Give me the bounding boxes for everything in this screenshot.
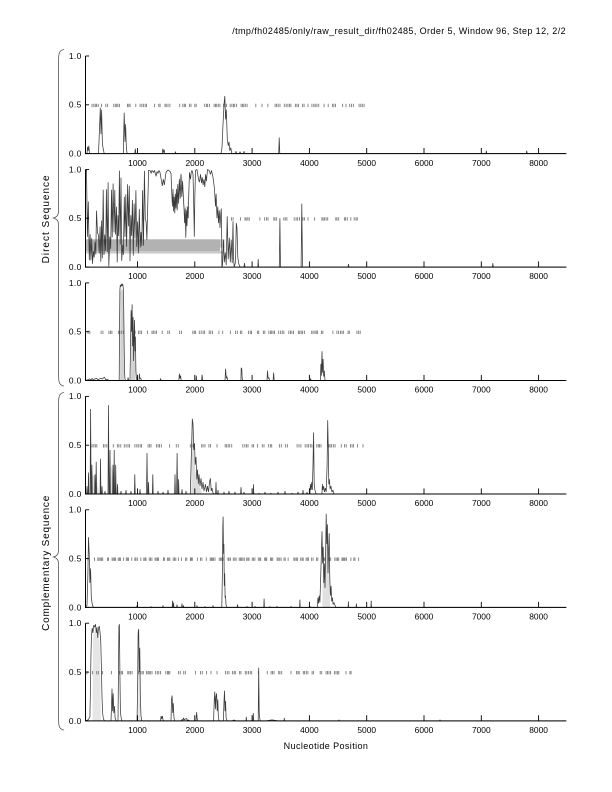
svg-text:1000: 1000 (128, 725, 147, 735)
svg-text:5000: 5000 (357, 271, 376, 281)
svg-text:4000: 4000 (300, 612, 319, 622)
svg-text:7000: 7000 (472, 498, 491, 508)
svg-text:1.0: 1.0 (69, 505, 82, 515)
svg-text:4000: 4000 (300, 158, 319, 168)
svg-text:8000: 8000 (529, 385, 548, 395)
svg-text:6000: 6000 (415, 158, 434, 168)
svg-text:5000: 5000 (357, 498, 376, 508)
svg-text:8000: 8000 (529, 725, 548, 735)
svg-text:8000: 8000 (529, 498, 548, 508)
svg-text:1.0: 1.0 (69, 618, 82, 628)
svg-text:3000: 3000 (243, 158, 262, 168)
svg-text:1.0: 1.0 (69, 164, 82, 174)
svg-text:2000: 2000 (185, 271, 204, 281)
svg-text:3000: 3000 (243, 271, 262, 281)
svg-text:3000: 3000 (243, 498, 262, 508)
svg-text:8000: 8000 (529, 271, 548, 281)
svg-text:5000: 5000 (357, 385, 376, 395)
svg-text:3000: 3000 (243, 725, 262, 735)
svg-text:0.5: 0.5 (69, 327, 82, 337)
svg-text:0.0: 0.0 (69, 489, 82, 499)
svg-text:0.5: 0.5 (69, 100, 82, 110)
svg-text:1.0: 1.0 (69, 51, 82, 61)
svg-text:5000: 5000 (357, 725, 376, 735)
svg-text:6000: 6000 (415, 385, 434, 395)
svg-text:7000: 7000 (472, 725, 491, 735)
svg-text:0.0: 0.0 (69, 375, 82, 385)
svg-text:3000: 3000 (243, 385, 262, 395)
svg-text:4000: 4000 (300, 271, 319, 281)
svg-text:0.0: 0.0 (69, 262, 82, 272)
svg-text:7000: 7000 (472, 271, 491, 281)
svg-text:/tmp/fh02485/only/raw_result_d: /tmp/fh02485/only/raw_result_dir/fh02485… (232, 26, 566, 36)
svg-text:1.0: 1.0 (69, 278, 82, 288)
svg-text:5000: 5000 (357, 158, 376, 168)
svg-text:2000: 2000 (185, 498, 204, 508)
svg-text:0.5: 0.5 (69, 554, 82, 564)
svg-text:2000: 2000 (185, 158, 204, 168)
svg-text:1.0: 1.0 (69, 391, 82, 401)
svg-text:8000: 8000 (529, 158, 548, 168)
svg-text:0.5: 0.5 (69, 667, 82, 677)
svg-text:0.5: 0.5 (69, 213, 82, 223)
svg-text:0.5: 0.5 (69, 440, 82, 450)
svg-text:0.0: 0.0 (69, 602, 82, 612)
svg-text:6000: 6000 (415, 725, 434, 735)
svg-text:1000: 1000 (128, 612, 147, 622)
svg-text:2000: 2000 (185, 725, 204, 735)
svg-text:2000: 2000 (185, 385, 204, 395)
svg-text:7000: 7000 (472, 612, 491, 622)
svg-text:0.0: 0.0 (69, 716, 82, 726)
svg-text:3000: 3000 (243, 612, 262, 622)
svg-text:6000: 6000 (415, 612, 434, 622)
svg-text:0.0: 0.0 (69, 149, 82, 159)
svg-text:Direct Sequence: Direct Sequence (41, 174, 52, 263)
svg-text:4000: 4000 (300, 385, 319, 395)
svg-text:4000: 4000 (300, 725, 319, 735)
svg-text:1000: 1000 (128, 385, 147, 395)
svg-text:1000: 1000 (128, 498, 147, 508)
svg-text:1000: 1000 (128, 271, 147, 281)
svg-text:7000: 7000 (472, 158, 491, 168)
svg-text:7000: 7000 (472, 385, 491, 395)
svg-text:6000: 6000 (415, 498, 434, 508)
svg-text:1000: 1000 (128, 158, 147, 168)
svg-text:2000: 2000 (185, 612, 204, 622)
svg-text:Complementary Sequence: Complementary Sequence (41, 495, 52, 631)
svg-text:6000: 6000 (415, 271, 434, 281)
svg-text:Nucleotide Position: Nucleotide Position (284, 741, 369, 751)
svg-text:8000: 8000 (529, 612, 548, 622)
svg-text:5000: 5000 (357, 612, 376, 622)
svg-text:4000: 4000 (300, 498, 319, 508)
